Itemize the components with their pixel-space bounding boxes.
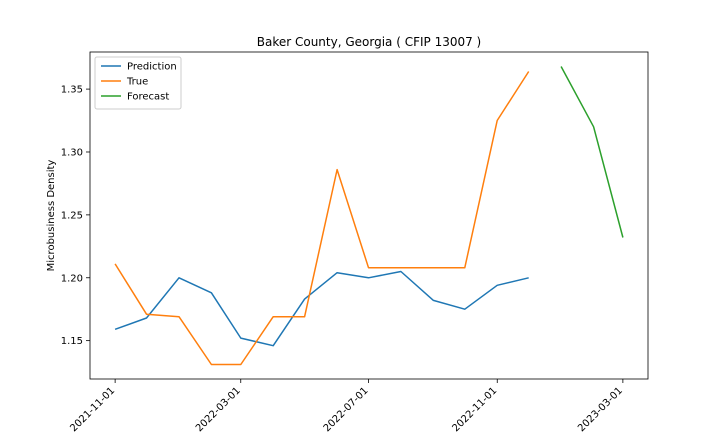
y-tick-label: 1.25: [61, 210, 83, 221]
y-tick-label: 1.30: [61, 147, 83, 158]
legend-label-forecast: Forecast: [127, 92, 169, 103]
chart-title: Baker County, Georgia ( CFIP 13007 ): [257, 35, 482, 49]
y-tick-label: 1.15: [61, 336, 83, 347]
legend: Prediction True Forecast: [94, 56, 182, 110]
series-line-true: [114, 71, 530, 366]
series-line-prediction: [114, 270, 529, 347]
y-axis: 1.15 1.20 1.25 1.30 1.35: [61, 85, 90, 347]
series-line-forecast: [560, 66, 624, 238]
legend-label-true: True: [126, 77, 148, 88]
legend-label-prediction: Prediction: [127, 62, 177, 73]
plot-frame: [89, 51, 649, 380]
y-tick-label: 1.35: [61, 85, 83, 96]
y-axis-label: Microbusiness Density: [46, 160, 57, 272]
y-tick-label: 1.20: [61, 273, 83, 284]
plot-area: [114, 66, 624, 366]
